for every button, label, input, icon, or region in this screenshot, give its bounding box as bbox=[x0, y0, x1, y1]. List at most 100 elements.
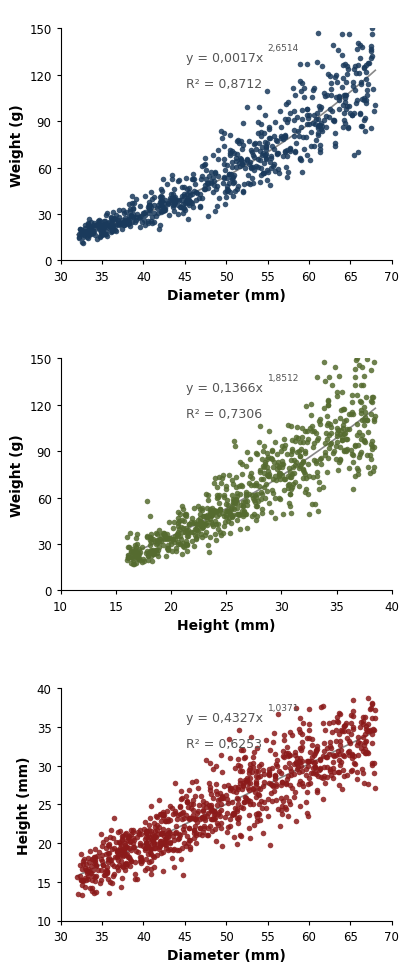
Point bbox=[118, 854, 124, 869]
Point bbox=[287, 747, 293, 763]
Point bbox=[324, 740, 330, 756]
Point bbox=[226, 175, 233, 191]
Point bbox=[95, 862, 101, 878]
Point bbox=[79, 223, 85, 238]
Point bbox=[335, 90, 342, 106]
Point bbox=[308, 407, 314, 422]
Point bbox=[175, 831, 181, 847]
Point bbox=[215, 152, 221, 168]
Point bbox=[295, 431, 301, 447]
Point bbox=[247, 469, 253, 484]
Point bbox=[274, 752, 280, 767]
Point bbox=[106, 215, 112, 231]
Point bbox=[182, 520, 189, 536]
Point bbox=[114, 860, 120, 875]
Point bbox=[261, 108, 268, 123]
Point bbox=[299, 726, 305, 741]
Point bbox=[133, 844, 139, 860]
Point bbox=[99, 225, 106, 240]
Point bbox=[156, 218, 163, 234]
Point bbox=[286, 747, 292, 763]
Point bbox=[77, 226, 84, 241]
Point bbox=[199, 519, 206, 535]
Point bbox=[369, 463, 376, 479]
Point bbox=[269, 459, 276, 475]
Point bbox=[211, 173, 217, 189]
Point bbox=[224, 805, 230, 821]
Point bbox=[162, 193, 168, 208]
Point bbox=[331, 114, 337, 130]
Point bbox=[312, 117, 318, 133]
Point bbox=[258, 492, 264, 508]
Point bbox=[364, 82, 370, 98]
Point bbox=[320, 401, 327, 417]
Point bbox=[146, 829, 152, 845]
Point bbox=[180, 804, 186, 820]
Point bbox=[86, 226, 92, 241]
Point bbox=[216, 808, 223, 824]
Point bbox=[311, 109, 318, 124]
Point bbox=[343, 731, 350, 746]
Point bbox=[165, 538, 171, 553]
Point bbox=[221, 198, 228, 213]
Point bbox=[370, 723, 377, 738]
Point bbox=[100, 226, 106, 241]
Point bbox=[213, 777, 220, 793]
Point bbox=[279, 806, 285, 822]
Point bbox=[226, 732, 232, 747]
Point bbox=[346, 743, 352, 759]
Point bbox=[343, 443, 349, 458]
Point bbox=[128, 550, 134, 566]
Point bbox=[295, 760, 301, 775]
Point bbox=[294, 420, 300, 435]
Point bbox=[193, 522, 199, 538]
Point bbox=[222, 515, 228, 530]
Point bbox=[281, 733, 287, 748]
Point bbox=[195, 513, 201, 528]
Point bbox=[255, 152, 261, 168]
Point bbox=[286, 495, 292, 511]
Point bbox=[362, 727, 368, 742]
Point bbox=[284, 808, 291, 824]
Point bbox=[169, 196, 175, 211]
Point bbox=[355, 36, 361, 51]
Point bbox=[316, 118, 322, 134]
Point bbox=[263, 142, 269, 158]
Point bbox=[337, 452, 343, 467]
Point bbox=[371, 756, 378, 771]
Point bbox=[305, 808, 311, 824]
Point bbox=[147, 530, 154, 546]
Point bbox=[336, 705, 342, 721]
Point bbox=[102, 227, 109, 242]
Point bbox=[266, 424, 272, 440]
Point bbox=[144, 548, 151, 564]
Point bbox=[288, 453, 295, 468]
Point bbox=[293, 136, 299, 151]
Point bbox=[305, 770, 312, 786]
Point bbox=[173, 541, 179, 556]
Point bbox=[148, 824, 155, 839]
Point bbox=[318, 100, 324, 115]
Point bbox=[346, 407, 352, 422]
Point bbox=[280, 507, 286, 522]
Point bbox=[278, 777, 284, 793]
Point bbox=[354, 737, 361, 753]
Point bbox=[299, 739, 305, 755]
Point bbox=[178, 852, 185, 867]
Point bbox=[370, 722, 376, 737]
Point bbox=[168, 187, 174, 203]
Point bbox=[261, 459, 267, 475]
Point bbox=[269, 452, 276, 467]
Point bbox=[109, 213, 115, 229]
Point bbox=[225, 796, 231, 811]
Point bbox=[99, 218, 105, 234]
Point bbox=[163, 840, 169, 856]
Point bbox=[154, 823, 160, 838]
Point bbox=[270, 159, 276, 174]
Point bbox=[104, 229, 111, 244]
Point bbox=[175, 512, 181, 527]
Point bbox=[239, 157, 246, 172]
Point bbox=[138, 853, 145, 868]
Point bbox=[338, 403, 345, 419]
Point bbox=[302, 466, 308, 482]
